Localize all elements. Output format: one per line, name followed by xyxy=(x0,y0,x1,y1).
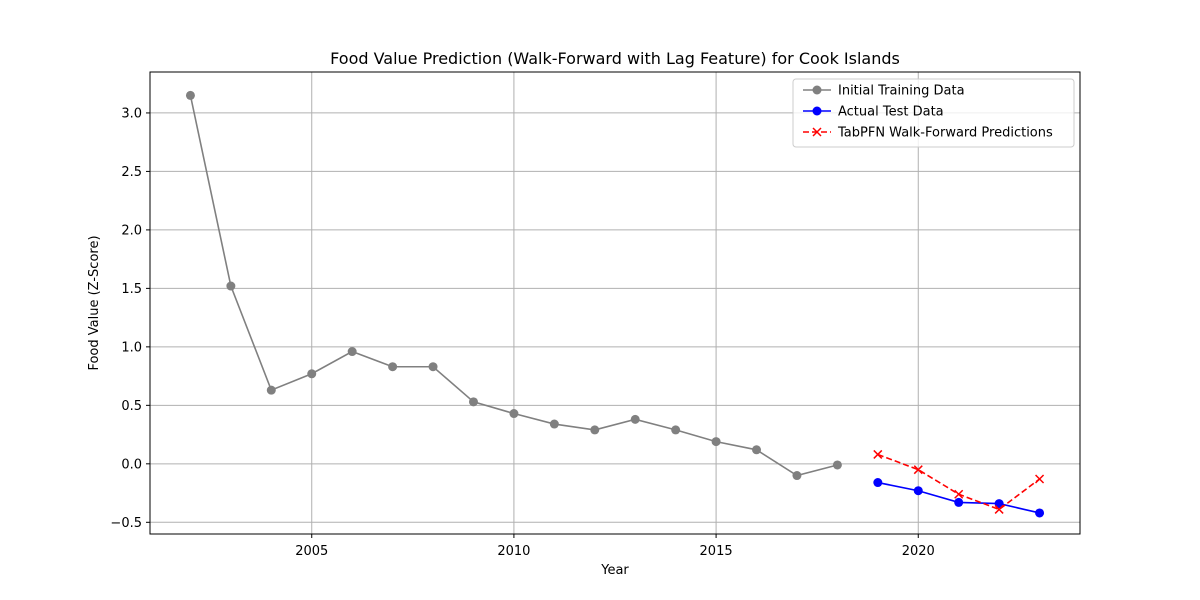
chart-title: Food Value Prediction (Walk-Forward with… xyxy=(330,49,900,68)
data-point xyxy=(994,499,1004,509)
legend-marker xyxy=(812,127,822,137)
data-point xyxy=(1035,474,1045,484)
legend-entry: Actual Test Data xyxy=(803,105,944,120)
axis-ticks: 2005 2010 2015 2020 −0.5 0.0 0.5 1.0 1.5 2.0 2.5 3.… xyxy=(110,106,934,559)
y-tick-label: −0.5 xyxy=(110,516,142,531)
legend-entry: TabPFN Walk-Forward Predictions xyxy=(803,126,1053,141)
legend-entry: Initial Training Data xyxy=(803,84,965,99)
data-point xyxy=(185,90,195,100)
data-point xyxy=(1035,508,1045,518)
x-tick-label: 2010 xyxy=(497,544,530,559)
data-point xyxy=(388,362,398,372)
data-point xyxy=(428,362,438,372)
y-tick-label: 2.0 xyxy=(121,223,142,238)
data-point xyxy=(468,397,478,407)
y-axis-title: Food Value (Z-Score) xyxy=(87,235,102,370)
data-point xyxy=(752,445,762,455)
data-series xyxy=(185,90,1045,518)
y-tick-label: 2.5 xyxy=(121,165,142,180)
legend-marker xyxy=(812,106,822,116)
y-tick-label: 0.5 xyxy=(121,399,142,414)
y-tick-label: 1.5 xyxy=(121,282,142,297)
x-axis-title: Year xyxy=(600,563,629,578)
series-1 xyxy=(873,478,1045,518)
grid xyxy=(150,72,1080,534)
data-point xyxy=(711,437,721,447)
data-point xyxy=(873,478,883,488)
data-point xyxy=(549,419,559,429)
legend: Initial Training Data Actual Test Data Tab… xyxy=(792,78,1075,148)
marker-stroke xyxy=(1035,474,1045,484)
data-point xyxy=(226,281,236,291)
marker-stroke xyxy=(812,127,822,137)
marker-stroke xyxy=(994,504,1004,514)
legend-box xyxy=(792,78,1075,148)
data-point xyxy=(266,385,276,395)
data-point xyxy=(913,465,923,475)
data-point xyxy=(509,409,519,419)
data-point xyxy=(913,486,923,496)
legend-marker xyxy=(812,85,822,95)
legend-label: TabPFN Walk-Forward Predictions xyxy=(837,126,1053,141)
data-point xyxy=(954,497,964,507)
plot-area-frame xyxy=(149,71,1081,535)
data-point xyxy=(994,504,1004,514)
series-2 xyxy=(873,449,1045,514)
data-point xyxy=(873,449,883,459)
marker-stroke xyxy=(913,465,923,475)
data-point xyxy=(792,471,802,481)
data-point xyxy=(347,347,357,357)
legend-label: Initial Training Data xyxy=(838,84,965,99)
data-point xyxy=(954,489,964,499)
marker-stroke xyxy=(873,449,883,459)
x-tick-label: 2015 xyxy=(700,544,733,559)
data-point xyxy=(307,369,317,379)
series-0 xyxy=(185,90,842,481)
x-tick-label: 2020 xyxy=(902,544,935,559)
data-point xyxy=(671,425,681,435)
x-tick-label: 2005 xyxy=(295,544,328,559)
marker-stroke xyxy=(954,489,964,499)
data-point xyxy=(630,414,640,424)
y-tick-label: 0.0 xyxy=(121,457,142,472)
data-point xyxy=(832,460,842,470)
data-point xyxy=(590,425,600,435)
legend-label: Actual Test Data xyxy=(838,105,944,120)
y-tick-label: 1.0 xyxy=(121,340,142,355)
y-tick-label: 3.0 xyxy=(121,106,142,121)
